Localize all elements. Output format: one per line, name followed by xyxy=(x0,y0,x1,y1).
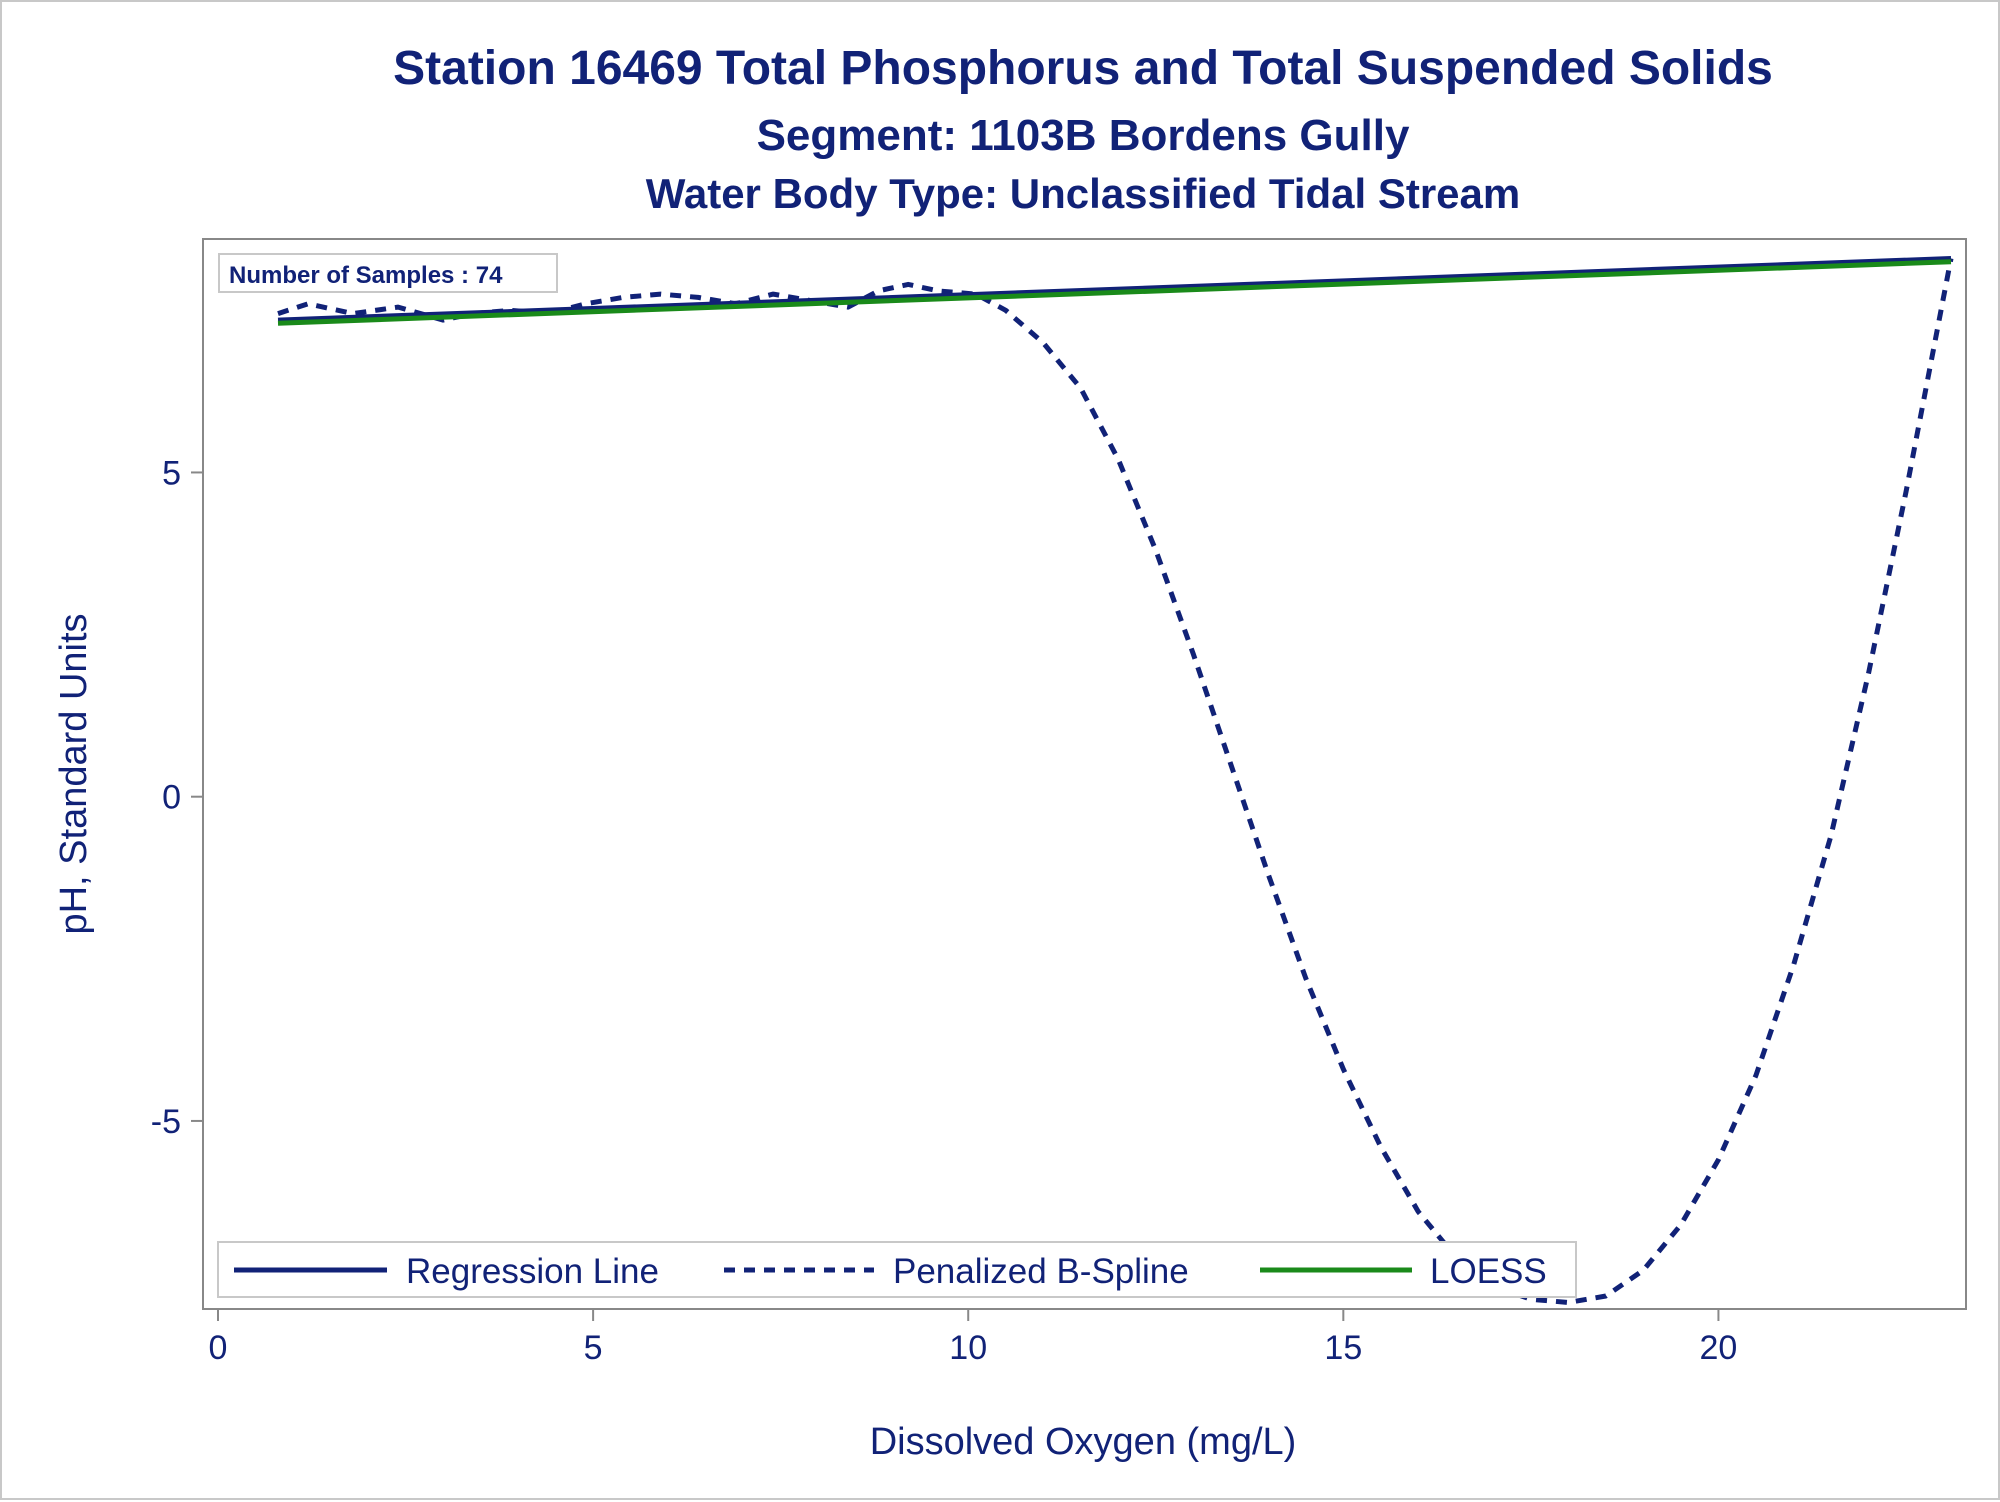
legend-label-spline: Penalized B-Spline xyxy=(893,1252,1189,1291)
x-axis-label: Dissolved Oxygen (mg/L) xyxy=(870,1421,1297,1463)
x-tick-label: 10 xyxy=(949,1329,987,1367)
plot-area xyxy=(202,238,1967,1310)
x-axis: 0 5 10 15 20 xyxy=(209,1309,1738,1367)
samples-inset: Number of Samples : 74 xyxy=(218,253,558,293)
y-tick-label: 5 xyxy=(162,454,181,492)
legend: Regression Line Penalized B-Spline LOESS xyxy=(217,1241,1577,1298)
x-tick-label: 20 xyxy=(1700,1329,1738,1367)
spline-line xyxy=(277,258,1954,1305)
chart-subtitle-segment: Segment: 1103B Bordens Gully xyxy=(757,111,1410,160)
chart-title: Station 16469 Total Phosphorus and Total… xyxy=(393,42,1773,95)
samples-count-label: Number of Samples : 74 xyxy=(229,262,503,289)
loess-line xyxy=(277,259,1952,326)
x-tick-label: 15 xyxy=(1324,1329,1362,1367)
y-tick-label: -5 xyxy=(151,1103,181,1141)
x-tick-label: 0 xyxy=(209,1329,228,1367)
regression-line xyxy=(277,256,1952,323)
y-tick-label: 0 xyxy=(162,779,181,817)
y-axis-label: pH, Standard Units xyxy=(53,613,95,934)
chart-subtitle-waterbody: Water Body Type: Unclassified Tidal Stre… xyxy=(646,170,1520,217)
y-axis: -5 0 5 xyxy=(151,454,203,1141)
legend-label-regression: Regression Line xyxy=(406,1252,659,1291)
samples-inset-box xyxy=(218,253,558,293)
x-tick-label: 5 xyxy=(584,1329,603,1367)
legend-label-loess: LOESS xyxy=(1430,1252,1547,1291)
